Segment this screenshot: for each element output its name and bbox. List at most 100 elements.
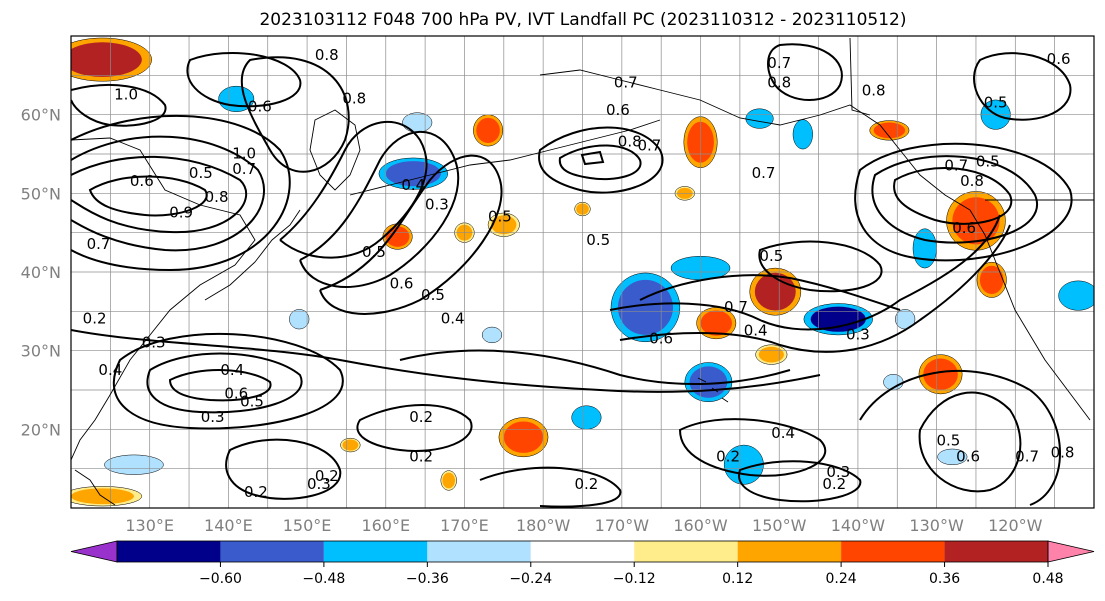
pv-contour (88, 175, 208, 217)
colorbar-tick-label: −0.48 (302, 571, 345, 587)
pv-contour (71, 155, 247, 234)
lon-tick-label: 140°E (204, 516, 253, 535)
lat-tick-label: 30°N (21, 342, 61, 361)
colorbar-segment (944, 541, 1048, 562)
pv-anomaly-blob (696, 307, 737, 340)
pv-contour (580, 150, 605, 166)
figure-title: 2023103112 F048 700 hPa PV, IVT Landfall… (259, 10, 906, 30)
contour-label: 0.2 (575, 475, 599, 493)
lat-tick-label: 40°N (21, 263, 61, 282)
lon-tick-label: 130°E (125, 516, 174, 535)
lon-tick-label: 170°E (440, 516, 489, 535)
contour-label: 0.7 (767, 54, 791, 72)
pv-contour (678, 418, 827, 477)
contour-label: 0.2 (409, 447, 433, 465)
pv-contour (71, 135, 265, 252)
contour-label: 0.6 (649, 329, 673, 347)
contour-label: 0.6 (956, 447, 980, 465)
contour-label: 0.7 (1015, 447, 1039, 465)
pv-anomaly-blob (71, 37, 152, 82)
coastline-aleutians (349, 119, 661, 196)
pv-contour (356, 404, 473, 452)
colorbar-tick-label: 0.24 (826, 571, 857, 587)
colorbar: −0.60 −0.48 −0.36 −0.24 −0.12 0.12 0.24 0.36 0.4… (70, 540, 1095, 587)
contour-label: 0.7 (87, 235, 111, 253)
colorbar-extend-max (1047, 540, 1095, 563)
contour-label: 0.4 (441, 310, 465, 328)
pv-anomaly-blob (937, 448, 968, 465)
contour-label: 0.5 (936, 432, 960, 450)
contour-label: 0.3 (142, 333, 166, 351)
coastline-japan (204, 209, 301, 301)
gridlines-layer (71, 36, 1094, 508)
contour-label: 0.6 (606, 101, 630, 119)
pv-contour (319, 154, 503, 315)
contour-label: 0.7 (232, 160, 256, 178)
coastline-asia (71, 137, 256, 461)
contour-label: 0.8 (205, 188, 229, 206)
contour-label: 0.2 (409, 408, 433, 426)
colorbar-tick-label: 0.36 (929, 571, 960, 587)
pv-anomaly-blob (473, 114, 504, 147)
pv-anomaly-blob (1058, 280, 1094, 311)
longitude-ticks: 130°E 140°E 150°E 160°E 170°E 180°W 170°W 160°W… (125, 516, 1042, 535)
contour-label: 0.9 (169, 204, 193, 222)
pv-contour (71, 84, 167, 127)
lon-tick-label: 130°W (909, 516, 964, 535)
colorbar-segment (737, 541, 842, 562)
lon-tick-label: 170°W (595, 516, 650, 535)
colorbar-segment (634, 541, 738, 562)
lon-tick-label: 150°W (752, 516, 807, 535)
lat-tick-label: 20°N (21, 420, 61, 439)
pv-contour (113, 332, 344, 430)
contour-label: 0.6 (952, 219, 976, 237)
pv-anomaly-blob (792, 119, 813, 150)
contour-label: 1.0 (232, 145, 256, 163)
contour-label: 0.5 (586, 231, 610, 249)
colorbar-tick-label: −0.60 (199, 571, 242, 587)
contour-label: 0.6 (248, 97, 272, 115)
contour-label: 0.8 (767, 74, 791, 92)
colorbar-frame (116, 540, 1049, 563)
pv-anomaly-blob (571, 405, 602, 430)
pv-contour (240, 56, 350, 173)
map-frame (70, 35, 1095, 509)
contour-label: 0.4 (744, 322, 768, 340)
colorbar-segment (530, 541, 635, 562)
contour-label: 0.2 (716, 447, 740, 465)
lon-tick-label: 180°W (516, 516, 571, 535)
colorbar-tick-label: 0.48 (1032, 571, 1063, 587)
contour-label: 0.8 (315, 46, 339, 64)
colorbar-tick-label: −0.24 (509, 571, 552, 587)
pv-anomaly-blob (481, 326, 503, 344)
lon-tick-label: 140°W (831, 516, 886, 535)
pv-contour (279, 121, 428, 259)
pv-anomaly-blob (289, 309, 310, 330)
pv-anomaly-blob (402, 112, 433, 133)
colorbar-tick-label: 0.12 (722, 571, 753, 587)
pv-anomaly-blob (745, 108, 774, 129)
colorbar-extend-min (70, 540, 118, 563)
contour-label: 0.3 (826, 463, 850, 481)
contour-label: 0.7 (944, 156, 968, 174)
colorbar-segment (117, 541, 221, 562)
contour-label: 0.7 (724, 298, 748, 316)
coastline-philippines (74, 469, 116, 506)
contour-label: 0.6 (1047, 50, 1071, 68)
colorbar-segment (323, 541, 428, 562)
pv-contour (399, 349, 791, 386)
pv-contour (168, 369, 272, 402)
contour-label: 0.3 (307, 475, 331, 493)
pv-contour (893, 167, 1013, 225)
contour-label: 0.3 (201, 408, 225, 426)
pv-anomaly-blob (104, 454, 164, 475)
pv-anomaly-blob (918, 354, 963, 395)
pv-anomaly-blob (440, 470, 457, 491)
pv-contour (479, 466, 622, 508)
pv-contour (186, 51, 302, 108)
contour-label: 0.7 (752, 164, 776, 182)
pv-contour (973, 52, 1072, 121)
contour-label: 0.2 (315, 467, 339, 485)
border-alaska-canada (849, 37, 871, 116)
